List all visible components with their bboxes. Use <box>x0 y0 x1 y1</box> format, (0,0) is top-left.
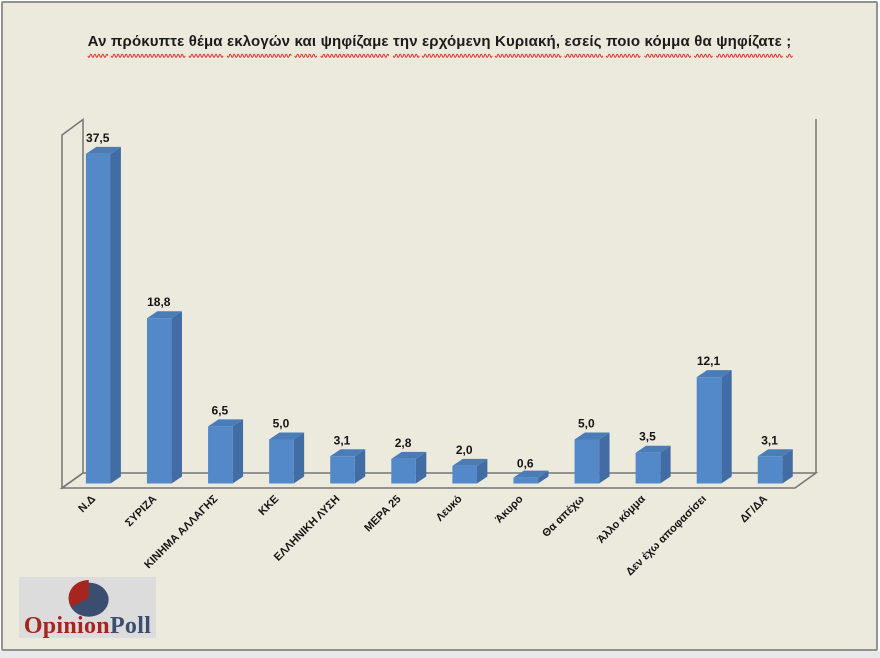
svg-text:Λευκό: Λευκό <box>434 493 465 524</box>
svg-text:ΔΓ/ΔΑ: ΔΓ/ΔΑ <box>738 493 770 525</box>
svg-text:3,1: 3,1 <box>761 433 778 447</box>
svg-text:12,1: 12,1 <box>697 354 721 368</box>
svg-text:ΜΕΡΑ 25: ΜΕΡΑ 25 <box>362 493 403 534</box>
svg-text:Ν.Δ: Ν.Δ <box>76 493 98 515</box>
svg-text:3,5: 3,5 <box>639 430 656 444</box>
svg-text:Άκυρο: Άκυρο <box>493 493 526 526</box>
svg-text:2,8: 2,8 <box>395 436 412 450</box>
svg-text:Θα απέχω: Θα απέχω <box>540 493 587 540</box>
svg-text:ΚΚΕ: ΚΚΕ <box>256 493 281 518</box>
svg-text:2,0: 2,0 <box>456 443 473 457</box>
svg-text:0,6: 0,6 <box>517 457 534 471</box>
svg-text:5,0: 5,0 <box>578 417 595 431</box>
svg-text:Άλλο κόμμα: Άλλο κόμμα <box>595 493 648 546</box>
svg-text:6,5: 6,5 <box>212 403 229 417</box>
svg-text:5,0: 5,0 <box>273 417 290 431</box>
svg-text:ΣΥΡΙΖΑ: ΣΥΡΙΖΑ <box>123 493 159 529</box>
svg-text:3,1: 3,1 <box>334 433 351 447</box>
svg-text:18,8: 18,8 <box>147 295 171 309</box>
svg-text:ΕΛΛΗΝΙΚΗ ΛΥΣΗ: ΕΛΛΗΝΙΚΗ ΛΥΣΗ <box>272 493 343 564</box>
svg-text:37,5: 37,5 <box>86 131 110 145</box>
